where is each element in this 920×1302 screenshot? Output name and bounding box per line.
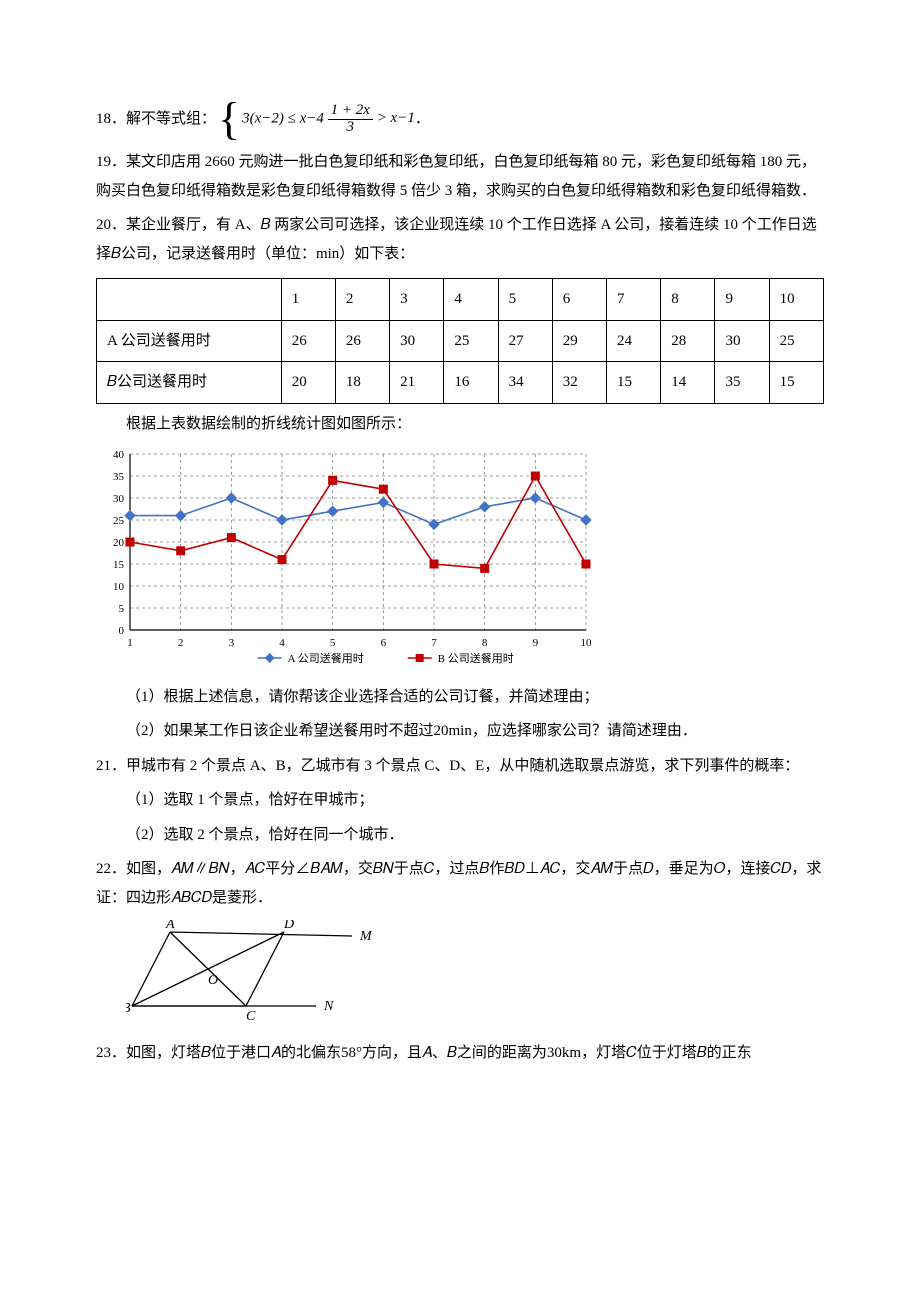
svg-text:N: N	[323, 999, 334, 1014]
table-cell: 34	[498, 362, 552, 404]
q18-end: ．	[415, 105, 430, 134]
delivery-time-table: 1 2 3 4 5 6 7 8 9 10 A 公司送餐用时 26 26 30 2…	[96, 278, 824, 404]
table-day-cell: 6	[552, 279, 606, 321]
svg-text:10: 10	[581, 637, 593, 649]
q20-sub2: （2）如果某工作日该企业希望送餐用时不超过20min，应选择哪家公司？请简述理由…	[126, 717, 824, 746]
table-cell: 32	[552, 362, 606, 404]
question-18: 18．解不等式组： { 3(x−2) ≤ x−4 1 + 2x 3 > x−1 …	[96, 96, 824, 142]
q20-after-table: 根据上表数据绘制的折线统计图如图所示：	[126, 410, 824, 439]
svg-text:25: 25	[113, 515, 125, 527]
svg-text:B: B	[126, 1001, 131, 1016]
svg-text:20: 20	[113, 537, 125, 549]
question-21-intro: 21．甲城市有 2 个景点 A、B，乙城市有 3 个景点 C、D、E，从中随机选…	[96, 752, 824, 781]
chart-svg: 0 5 10 15 20 25 30 35 40 1 2 3 4 5 6 7 8 9 10 A 公司送餐用时 B 公司送…	[96, 446, 596, 666]
table-day-cell: 8	[661, 279, 715, 321]
row-b-label: 𝐵公司送餐用时	[97, 362, 282, 404]
svg-text:7: 7	[431, 637, 437, 649]
table-day-cell: 10	[769, 279, 823, 321]
table-row-b: 𝐵公司送餐用时 20 18 21 16 34 32 15 14 35 15	[97, 362, 824, 404]
table-cell: 24	[607, 320, 661, 362]
q20-sub1: （1）根据上述信息，请你帮该企业选择合适的公司订餐，并简述理由；	[126, 683, 824, 712]
table-day-cell: 1	[281, 279, 335, 321]
q21-sub1: （1）选取 1 个景点，恰好在甲城市；	[126, 786, 824, 815]
table-cell: 20	[281, 362, 335, 404]
svg-text:M: M	[359, 929, 373, 944]
svg-text:O: O	[208, 973, 218, 988]
svg-text:D: D	[283, 920, 294, 932]
table-cell: 29	[552, 320, 606, 362]
table-corner-cell	[97, 279, 282, 321]
table-cell: 16	[444, 362, 498, 404]
svg-text:30: 30	[113, 493, 125, 505]
table-cell: 27	[498, 320, 552, 362]
svg-text:1: 1	[127, 637, 133, 649]
table-day-cell: 4	[444, 279, 498, 321]
table-row-a: A 公司送餐用时 26 26 30 25 27 29 24 28 30 25	[97, 320, 824, 362]
table-cell: 30	[715, 320, 769, 362]
svg-text:15: 15	[113, 559, 125, 571]
q18-sys-line2: 1 + 2x 3 > x−1	[328, 110, 415, 126]
table-cell: 26	[335, 320, 389, 362]
svg-text:5: 5	[330, 637, 336, 649]
svg-text:35: 35	[113, 471, 125, 483]
table-cell: 18	[335, 362, 389, 404]
svg-text:9: 9	[533, 637, 539, 649]
table-day-cell: 3	[390, 279, 444, 321]
q18-frac-num: 1 + 2x	[328, 103, 373, 120]
table-cell: 25	[444, 320, 498, 362]
table-row-header: 1 2 3 4 5 6 7 8 9 10	[97, 279, 824, 321]
table-day-cell: 7	[607, 279, 661, 321]
svg-text:40: 40	[113, 449, 125, 461]
svg-text:0: 0	[119, 625, 125, 637]
table-day-cell: 5	[498, 279, 552, 321]
table-day-cell: 2	[335, 279, 389, 321]
table-cell: 26	[281, 320, 335, 362]
q18-frac-den: 3	[328, 120, 373, 136]
q18-rhs: > x−1	[373, 110, 415, 126]
svg-text:C: C	[246, 1009, 256, 1020]
svg-text:4: 4	[279, 637, 285, 649]
table-cell: 25	[769, 320, 823, 362]
svg-text:6: 6	[381, 637, 387, 649]
svg-text:A 公司送餐用时: A 公司送餐用时	[288, 651, 364, 665]
question-23: 23．如图，灯塔𝐵位于港口𝐴的北偏东58°方向，且𝐴、𝐵之间的距离为30km，灯…	[96, 1039, 824, 1068]
question-22: 22．如图，𝐴𝑀∥𝐵𝑁，𝐴𝐶平分∠𝐵𝐴𝑀，交𝐵𝑁于点𝐶，过点𝐵作𝐵𝐷⊥𝐴𝐶，交𝐴…	[96, 855, 824, 912]
q18-label: 18．解不等式组：	[96, 105, 216, 134]
question-19: 19．某文印店用 2660 元购进一批白色复印纸和彩色复印纸，白色复印纸每箱 8…	[96, 148, 824, 205]
svg-text:10: 10	[113, 581, 125, 593]
q21-sub2: （2）选取 2 个景点，恰好在同一个城市．	[126, 821, 824, 850]
q18-system: 3(x−2) ≤ x−4 1 + 2x 3 > x−1	[242, 103, 415, 136]
svg-text:5: 5	[119, 603, 125, 615]
q18-sys-line1: 3(x−2) ≤ x−4	[242, 110, 324, 126]
q18-fraction: 1 + 2x 3	[328, 103, 373, 136]
svg-text:A: A	[165, 920, 175, 932]
table-cell: 35	[715, 362, 769, 404]
q20-intro-text: 20．某企业餐厅，有 A、𝐵 两家公司可选择，该企业现连续 10 个工作日选择 …	[96, 217, 817, 262]
svg-text:B 公司送餐用时: B 公司送餐用时	[438, 651, 514, 665]
question-20-intro: 20．某企业餐厅，有 A、𝐵 两家公司可选择，该企业现连续 10 个工作日选择 …	[96, 211, 824, 268]
table-cell: 30	[390, 320, 444, 362]
table-cell: 15	[607, 362, 661, 404]
brace-icon: {	[218, 96, 240, 142]
table-cell: 14	[661, 362, 715, 404]
svg-text:8: 8	[482, 637, 488, 649]
table-cell: 21	[390, 362, 444, 404]
q19-text: 19．某文印店用 2660 元购进一批白色复印纸和彩色复印纸，白色复印纸每箱 8…	[96, 154, 816, 199]
table-day-cell: 9	[715, 279, 769, 321]
q22-diagram: A D M B C N O	[126, 920, 824, 1031]
geometry-svg: A D M B C N O	[126, 920, 376, 1020]
row-a-label: A 公司送餐用时	[97, 320, 282, 362]
svg-text:3: 3	[229, 637, 235, 649]
svg-text:2: 2	[178, 637, 184, 649]
table-cell: 15	[769, 362, 823, 404]
table-cell: 28	[661, 320, 715, 362]
line-chart: 0 5 10 15 20 25 30 35 40 1 2 3 4 5 6 7 8 9 10 A 公司送餐用时 B 公司送…	[96, 446, 824, 677]
